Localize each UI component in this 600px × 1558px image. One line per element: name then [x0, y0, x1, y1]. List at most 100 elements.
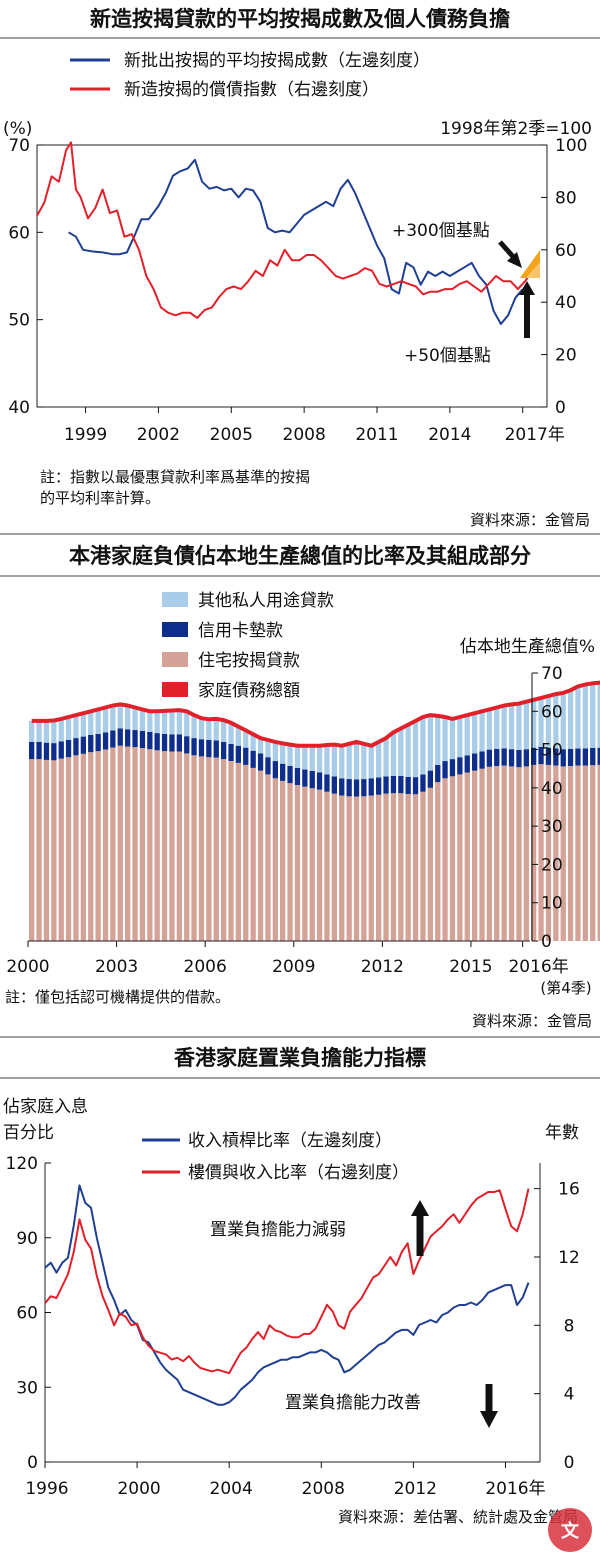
- chart-2-bar-mortgage: [257, 770, 264, 941]
- chart-3-x-axis: 1996 2000 2004 2008 2012 2016年: [25, 1462, 546, 1499]
- chart-2-legend-total-swatch: [162, 682, 188, 697]
- chart-2-bar-mortgage: [516, 767, 522, 941]
- chart-2-x-tick-label: 2016年: [508, 957, 568, 977]
- chart-2-bar-other: [213, 718, 219, 741]
- chart-2-bar-other: [553, 694, 559, 749]
- chart-2-bar-card: [139, 730, 146, 748]
- chart-2-bar-card: [257, 753, 264, 771]
- chart-2-bar-other: [494, 707, 500, 749]
- chart-2-bar-other: [125, 705, 131, 730]
- chart-2-bar-mortgage: [575, 765, 581, 941]
- chart-2-bar-card: [316, 772, 323, 790]
- chart-2-bar-other: [257, 738, 264, 754]
- chart-1-right-tick-label: 40: [555, 293, 577, 313]
- chart-2-bar-mortgage: [567, 766, 574, 941]
- chart-1-frame: [36, 144, 548, 408]
- chart-2-bar-mortgage: [545, 764, 552, 941]
- chart-3-legend-blue: 收入槓桿比率（左邊刻度）: [188, 1131, 392, 1151]
- chart-2-bars: [29, 682, 600, 941]
- chart-2-bar-mortgage: [346, 796, 352, 941]
- chart-2-x-axis: 2000 2003 2006 2009 2012 2015 2016年: [6, 941, 569, 977]
- chart-2-bar-mortgage: [560, 766, 566, 941]
- chart-2-bar-other: [368, 745, 374, 779]
- chart-1-note-line-2: 的平均利率計算。: [40, 489, 160, 507]
- chart-2-bar-other: [206, 719, 212, 740]
- chart-2-bar-mortgage: [590, 765, 596, 941]
- chart-2-bar-card: [147, 732, 153, 750]
- chart-2-bar-card: [80, 736, 86, 754]
- chart-2-bar-mortgage: [390, 793, 397, 941]
- chart-3-right-axis: 0 4 8 12 16: [534, 1180, 580, 1473]
- chart-2-bar-mortgage: [80, 753, 86, 941]
- chart-2-bar-card: [376, 777, 382, 795]
- chart-2-bar-mortgage: [508, 766, 515, 941]
- chart-2-bar-card: [331, 776, 337, 794]
- chart-2-bar-mortgage: [265, 774, 271, 941]
- chart-2-bar-card: [442, 761, 448, 779]
- chart-1-right-tick-label: 20: [555, 346, 577, 366]
- chart-2-bar-card: [302, 769, 308, 787]
- chart-3-legend-red: 樓價與收入比率（右邊刻度）: [188, 1163, 409, 1183]
- chart-2-bar-other: [412, 720, 419, 778]
- chart-1-left-tick-label: 60: [8, 223, 30, 243]
- logo-badge: [548, 1508, 592, 1552]
- chart-2-bar-other: [405, 724, 411, 777]
- chart-2-note: 註：僅包括認可機構提供的借款。: [5, 988, 230, 1006]
- chart-3-title: 香港家庭置業負擔能力指標: [174, 1046, 426, 1070]
- chart-2-bar-mortgage: [228, 761, 234, 941]
- chart-2-bar-other: [294, 745, 301, 768]
- chart-2-bar-card: [368, 778, 374, 796]
- chart-2-bar-card: [36, 741, 42, 760]
- chart-2-bar-mortgage: [213, 757, 219, 941]
- chart-1-annotation-50: +50個基點: [404, 346, 491, 366]
- chart-2-bar-other: [420, 717, 426, 775]
- chart-2-legend-card-swatch: [162, 622, 188, 637]
- chart-2-bar-mortgage: [523, 766, 529, 941]
- chart-2-bar-mortgage: [58, 758, 64, 941]
- chart-2-bar-mortgage: [420, 791, 426, 941]
- chart-2-bar-other: [280, 743, 286, 764]
- chart-2-bar-mortgage: [272, 778, 278, 941]
- chart-3-left-tick-label: 90: [16, 1229, 38, 1249]
- chart-2-bar-card: [553, 748, 559, 766]
- chart-2-bar-other: [272, 741, 278, 761]
- chart-2-bar-card: [575, 748, 581, 766]
- chart-2-y-tick-label: 60: [541, 702, 563, 722]
- chart-2-bar-other: [58, 718, 64, 742]
- chart-1-projection-wedge-inner: [526, 262, 540, 278]
- chart-2-legend-other: 其他私人用途貸款: [198, 591, 334, 611]
- chart-2-bar-card: [191, 738, 197, 756]
- chart-1-x-tick-label: 2014: [428, 425, 471, 445]
- chart-1-x-tick-label: 2002: [137, 425, 180, 445]
- chart-2-x-tick-label: 2012: [361, 957, 404, 977]
- chart-2-bar-other: [65, 717, 72, 740]
- chart-3-left-tick-label: 0: [27, 1453, 38, 1473]
- chart-2-bar-card: [420, 774, 426, 792]
- chart-2-bar-other: [117, 704, 123, 729]
- chart-1-note-line-1: 註：指數以最優惠貸款利率爲基準的按揭: [40, 468, 310, 486]
- chart-2-bar-mortgage: [235, 763, 241, 941]
- chart-2-bar-other: [235, 726, 241, 746]
- chart-2-bar-mortgage: [412, 794, 419, 941]
- chart-1-x-tick-label: 2005: [210, 425, 253, 445]
- chart-1-series-dsr: [36, 141, 534, 319]
- chart-3-annotation-weaker: 置業負擔能力減弱: [210, 1220, 346, 1240]
- chart-2-bar-other: [73, 715, 79, 739]
- chart-2-bar-mortgage: [206, 757, 212, 941]
- chart-2-bar-card: [65, 740, 72, 758]
- chart-2-legend-total: 家庭債務總額: [198, 681, 300, 701]
- chart-2-bar-other: [95, 709, 101, 734]
- chart-2-bar-card: [294, 767, 301, 786]
- chart-3-arrow-up-head: [411, 1200, 429, 1216]
- chart-2-bar-other: [516, 703, 522, 750]
- chart-2-bar-mortgage: [243, 764, 249, 941]
- chart-2-bar-mortgage: [324, 791, 330, 941]
- chart-2-bar-other: [80, 713, 86, 737]
- chart-2-x-tick-label: 2000: [6, 957, 49, 977]
- chart-2-bar-mortgage: [294, 785, 301, 941]
- chart-2-series-total: [31, 680, 600, 748]
- chart-2-bar-other: [346, 743, 352, 779]
- chart-2-bar-card: [383, 776, 389, 794]
- chart-2-bar-mortgage: [405, 794, 411, 941]
- chart-2-bar-other: [538, 697, 544, 747]
